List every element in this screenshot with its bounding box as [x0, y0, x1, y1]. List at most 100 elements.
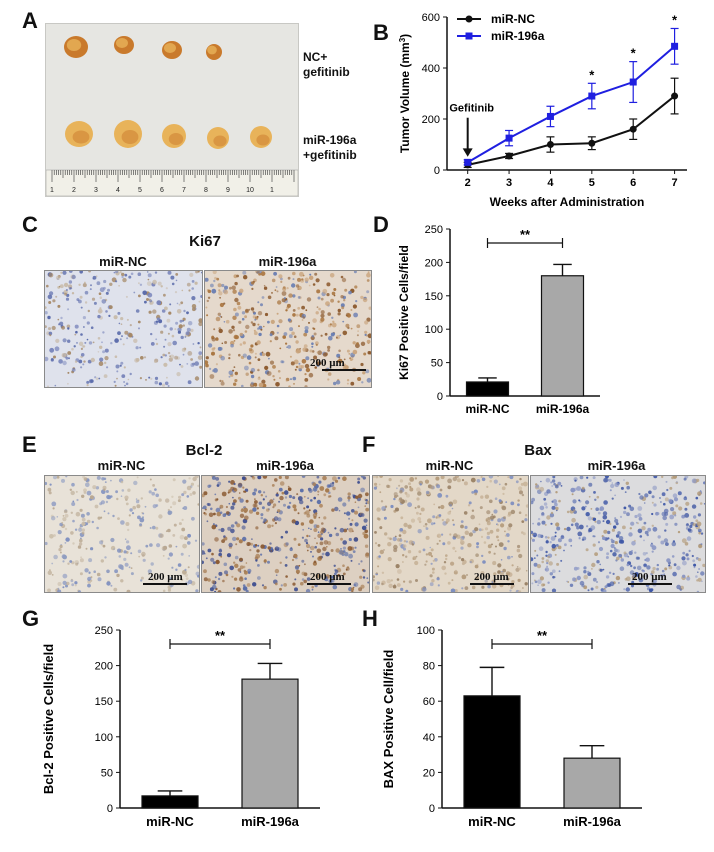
- cell-nucleus: [388, 583, 393, 588]
- cell-nucleus: [48, 327, 51, 331]
- cell-nucleus: [137, 272, 142, 276]
- cell-nucleus: [257, 323, 260, 326]
- cell-nucleus: [197, 342, 200, 345]
- cell-nucleus: [342, 550, 346, 553]
- cell-nucleus: [176, 302, 179, 305]
- cell-nucleus: [353, 271, 357, 274]
- cell-nucleus: [685, 501, 690, 506]
- cell-nucleus: [602, 511, 608, 516]
- cell-nucleus: [417, 505, 421, 509]
- cell-nucleus: [144, 505, 147, 508]
- cell-nucleus: [550, 511, 554, 515]
- cell-nucleus: [219, 296, 221, 299]
- cell-nucleus: [443, 561, 447, 564]
- cell-nucleus: [90, 579, 93, 582]
- cell-nucleus: [410, 479, 413, 482]
- cell-nucleus: [54, 384, 57, 387]
- cell-nucleus: [184, 536, 188, 540]
- cell-nucleus: [74, 584, 77, 587]
- cell-nucleus: [89, 495, 94, 500]
- cell-nucleus: [301, 536, 304, 539]
- cell-nucleus: [485, 575, 488, 578]
- cell-nucleus: [218, 552, 222, 557]
- cell-nucleus: [195, 271, 199, 274]
- cell-nucleus: [205, 306, 208, 309]
- cell-nucleus: [257, 544, 260, 547]
- cell-nucleus: [342, 502, 347, 507]
- cell-nucleus: [353, 312, 358, 318]
- cell-nucleus: [126, 318, 129, 321]
- cell-nucleus: [124, 384, 126, 387]
- cell-nucleus: [262, 383, 267, 387]
- cell-nucleus: [548, 561, 553, 566]
- cell-nucleus: [327, 312, 331, 316]
- cell-nucleus: [217, 590, 222, 592]
- cell-nucleus: [550, 481, 553, 484]
- cell-nucleus: [602, 589, 607, 592]
- cell-nucleus: [452, 546, 456, 550]
- cell-nucleus: [245, 499, 249, 503]
- cell-nucleus: [126, 589, 131, 592]
- cell-nucleus: [257, 368, 260, 371]
- cell-nucleus: [453, 533, 458, 538]
- cell-nucleus: [669, 514, 675, 520]
- cell-nucleus: [304, 363, 310, 369]
- cell-nucleus: [585, 548, 589, 552]
- cell-nucleus: [258, 332, 262, 337]
- cell-nucleus: [446, 518, 450, 523]
- cell-nucleus: [106, 494, 111, 500]
- cell-nucleus: [139, 283, 143, 286]
- cell-nucleus: [501, 505, 507, 511]
- cell-nucleus: [80, 366, 83, 369]
- cell-nucleus: [53, 355, 56, 359]
- cell-nucleus: [678, 506, 683, 511]
- cell-nucleus: [242, 536, 247, 542]
- cell-nucleus: [183, 490, 187, 495]
- cell-nucleus: [588, 495, 591, 498]
- cell-nucleus: [217, 346, 222, 351]
- panel-letter-h: H: [362, 606, 378, 631]
- cell-nucleus: [549, 541, 552, 544]
- cell-nucleus: [285, 342, 288, 345]
- cell-nucleus: [665, 522, 669, 526]
- cell-nucleus: [189, 272, 194, 277]
- cell-nucleus: [366, 339, 371, 344]
- cell-nucleus: [687, 575, 690, 578]
- cell-nucleus: [348, 553, 353, 559]
- cell-nucleus: [500, 571, 504, 576]
- cell-nucleus: [677, 530, 681, 534]
- ki67-scale-bar: [322, 369, 366, 371]
- cell-nucleus: [346, 379, 350, 382]
- cell-nucleus: [683, 496, 688, 501]
- cell-nucleus: [168, 552, 173, 557]
- cell-nucleus: [337, 358, 343, 364]
- cell-nucleus: [62, 271, 67, 275]
- cell-nucleus: [360, 362, 364, 367]
- cell-nucleus: [126, 540, 130, 544]
- cell-nucleus: [88, 558, 93, 563]
- cell-nucleus: [343, 358, 346, 361]
- cell-nucleus: [350, 309, 353, 311]
- cell-nucleus: [352, 349, 358, 355]
- cell-nucleus: [366, 290, 370, 294]
- cell-nucleus: [142, 290, 147, 296]
- cell-nucleus: [452, 476, 457, 482]
- cell-nucleus: [365, 502, 368, 505]
- cell-nucleus: [360, 513, 365, 517]
- cell-nucleus: [320, 537, 324, 541]
- cell-nucleus: [354, 522, 359, 527]
- cell-nucleus: [365, 499, 368, 502]
- cell-nucleus: [67, 327, 70, 330]
- cell-nucleus: [630, 521, 635, 526]
- cell-nucleus: [207, 548, 212, 553]
- cell-nucleus: [270, 319, 275, 324]
- cell-nucleus: [101, 477, 105, 481]
- cell-nucleus: [347, 492, 351, 496]
- cell-nucleus: [507, 511, 512, 516]
- cell-nucleus: [62, 560, 65, 563]
- cell-nucleus: [166, 318, 171, 323]
- cell-nucleus: [96, 572, 101, 577]
- cell-nucleus: [274, 568, 280, 574]
- cell-nucleus: [541, 512, 545, 517]
